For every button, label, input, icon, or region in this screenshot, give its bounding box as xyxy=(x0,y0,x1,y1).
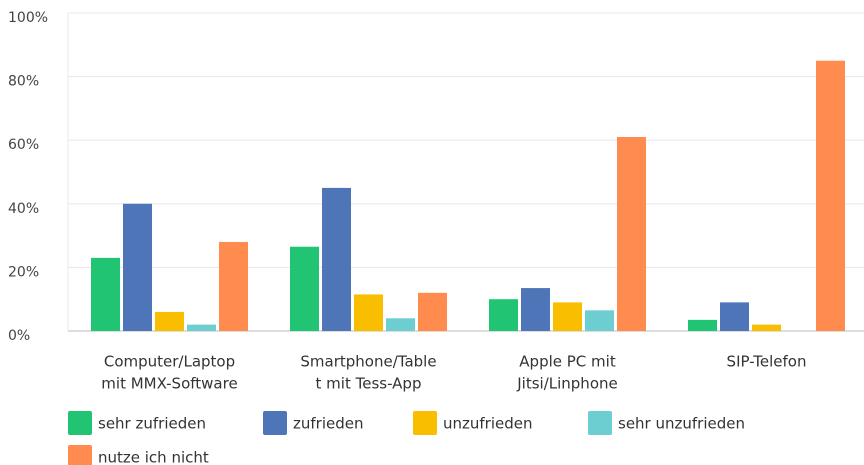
bar xyxy=(688,319,717,331)
y-tick-label: 40% xyxy=(8,201,39,217)
bar xyxy=(617,137,646,331)
bar xyxy=(752,324,781,331)
bar xyxy=(386,318,415,331)
y-tick-label: 80% xyxy=(8,74,39,90)
bar xyxy=(489,299,518,331)
legend-label: unzufrieden xyxy=(443,415,533,433)
bar xyxy=(219,241,248,331)
y-tick-label: 0% xyxy=(8,328,30,344)
legend-label: sehr zufrieden xyxy=(98,415,206,433)
x-tick-label: Computer/Laptop xyxy=(104,353,235,371)
bar xyxy=(155,311,184,331)
bar xyxy=(187,324,216,331)
bar xyxy=(290,246,319,331)
y-tick-label: 60% xyxy=(8,137,39,153)
legend-label: sehr unzufrieden xyxy=(618,415,745,433)
bar xyxy=(322,187,351,331)
legend-swatch xyxy=(68,445,92,465)
legend-label: nutze ich nicht xyxy=(98,449,209,465)
y-tick-label: 100% xyxy=(8,10,48,26)
bar xyxy=(91,257,120,331)
x-tick-label: SIP-Telefon xyxy=(727,353,807,371)
legend-swatch xyxy=(413,411,437,435)
bar xyxy=(521,288,550,331)
x-tick-label: t mit Tess-App xyxy=(316,375,422,393)
legend-swatch xyxy=(588,411,612,435)
bar xyxy=(816,60,845,331)
legend-swatch xyxy=(68,411,92,435)
x-tick-label: Smartphone/Table xyxy=(300,353,436,371)
bar xyxy=(720,302,749,331)
x-tick-label: Apple PC mit xyxy=(519,353,616,371)
legend-label: zufrieden xyxy=(293,415,363,433)
legend-swatch xyxy=(263,411,287,435)
bar xyxy=(418,292,447,331)
bar xyxy=(354,294,383,331)
bar xyxy=(553,302,582,331)
x-tick-label: Jitsi/Linphone xyxy=(516,375,617,393)
bar xyxy=(585,310,614,331)
bar xyxy=(123,203,152,331)
x-tick-label: mit MMX-Software xyxy=(101,375,237,393)
y-tick-label: 20% xyxy=(8,264,39,280)
